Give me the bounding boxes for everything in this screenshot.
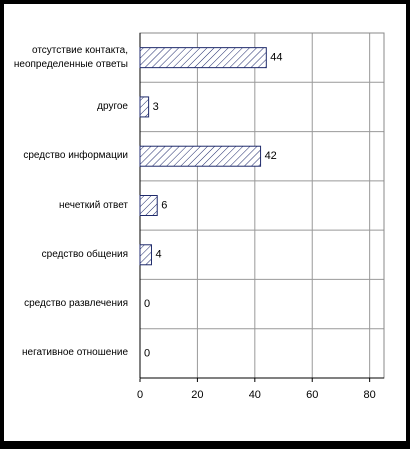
value-label: 3 — [153, 101, 159, 113]
value-label: 0 — [144, 347, 150, 359]
category-label: отсутствие контакта, неопределенные отве… — [13, 44, 128, 70]
value-label: 0 — [144, 298, 150, 310]
category-label: средство информации — [23, 150, 128, 162]
value-label: 44 — [270, 52, 282, 64]
category-label: средство развлечения — [24, 298, 128, 310]
value-label: 42 — [265, 150, 277, 162]
bar — [139, 244, 152, 266]
bar — [139, 47, 267, 69]
value-label: 4 — [155, 249, 161, 261]
category-label: негативное отношение — [21, 347, 128, 359]
bar — [139, 195, 158, 216]
category-label: нечеткий ответ — [58, 199, 128, 211]
x-tick-label: 20 — [191, 389, 203, 401]
background — [4, 4, 406, 441]
x-tick-label: 60 — [306, 389, 318, 401]
x-tick-label: 80 — [364, 389, 376, 401]
x-tick-label: 40 — [249, 389, 261, 401]
bar — [139, 96, 150, 118]
x-tick-label: 0 — [137, 389, 143, 401]
category-label: другое — [97, 100, 128, 112]
bar — [139, 145, 262, 167]
category-label: средство общения — [41, 248, 128, 260]
value-label: 6 — [161, 199, 167, 211]
